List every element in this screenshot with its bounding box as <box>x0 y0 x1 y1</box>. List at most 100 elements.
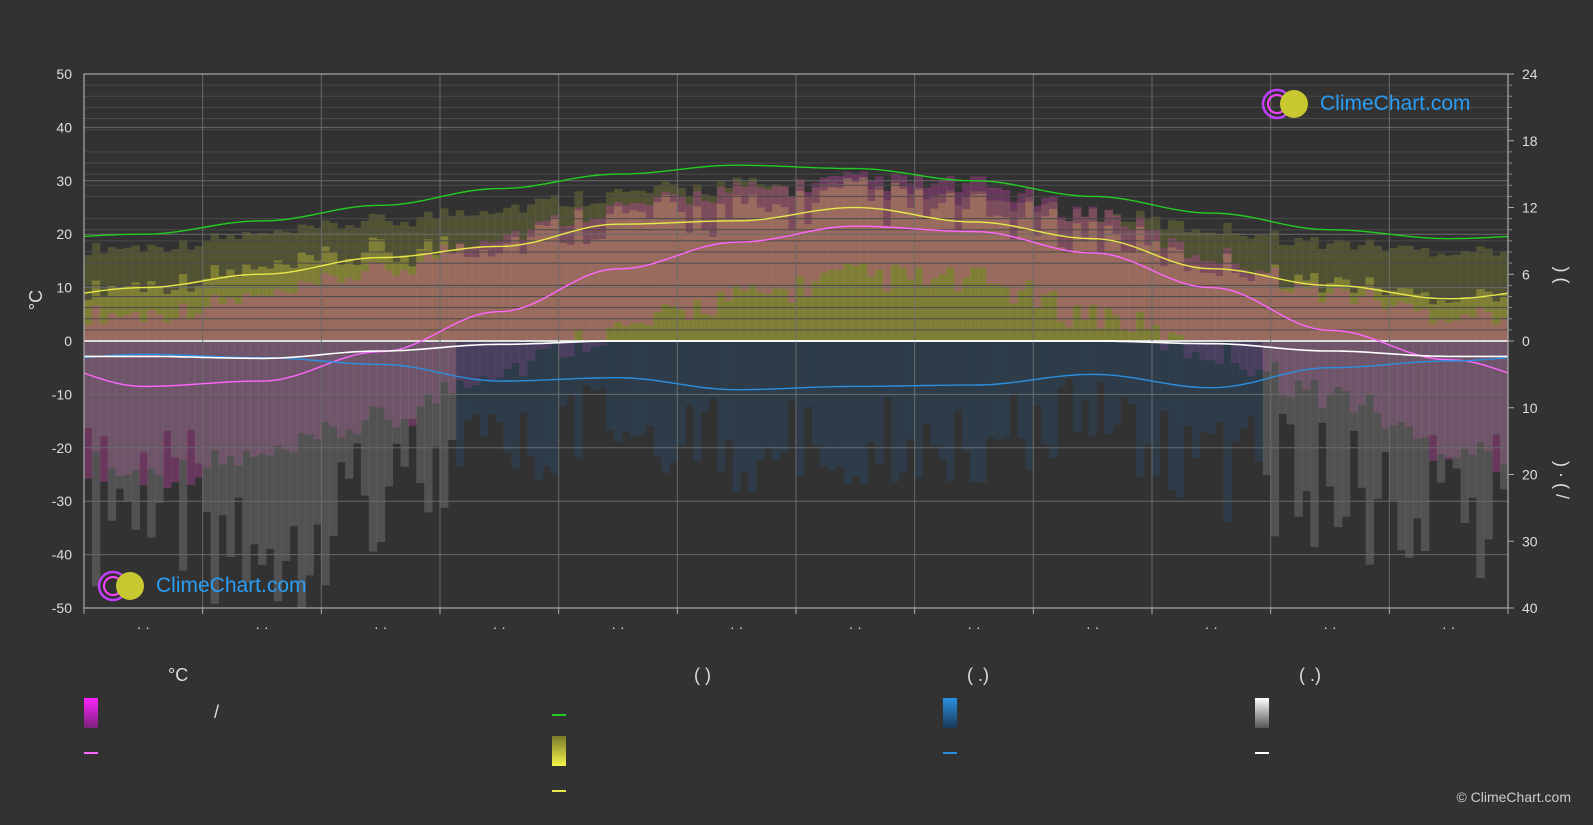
precip-band <box>1112 341 1121 425</box>
precip-band <box>503 341 512 453</box>
precip-band <box>1452 341 1462 469</box>
sunshine-band <box>1500 294 1508 341</box>
precip-band <box>716 341 726 472</box>
temp-band <box>400 270 409 420</box>
temp-band <box>1476 307 1485 443</box>
precip-band <box>1476 341 1485 579</box>
precip-band <box>756 341 765 461</box>
temp-band <box>479 240 488 377</box>
logo-icon <box>97 570 144 602</box>
temp-band <box>178 303 188 461</box>
left-tick-label: 40 <box>56 119 72 135</box>
temp-band <box>1009 201 1019 304</box>
precip-band <box>558 341 568 407</box>
temp-band <box>740 186 750 291</box>
precip-band <box>542 341 552 467</box>
sunshine-band <box>772 204 781 341</box>
temp-band <box>368 261 378 407</box>
precip-band <box>977 341 987 483</box>
precip-band <box>621 341 631 432</box>
sunshine-band <box>843 178 852 341</box>
rain-swatch <box>943 698 957 728</box>
sunshine-band <box>1120 250 1129 341</box>
precip-band <box>178 341 188 571</box>
chart-grid <box>83 73 1509 614</box>
temp-band <box>250 297 259 457</box>
precip-band <box>1080 341 1090 401</box>
left-tick-label: 0 <box>64 333 72 349</box>
sunshine-band <box>890 182 900 341</box>
sunshine-band <box>1025 201 1034 341</box>
series-line-snow <box>84 340 1508 360</box>
right-axis-bottom-label: ) · ( / <box>1552 461 1572 499</box>
precip-band <box>1041 341 1050 444</box>
sunshine-band <box>724 218 734 341</box>
temp-band <box>827 175 837 270</box>
sunshine-band <box>970 194 979 341</box>
temp-band <box>226 297 235 457</box>
precip-band <box>1159 341 1169 411</box>
temp-band <box>1128 229 1137 333</box>
precip-band <box>843 341 852 484</box>
precip-band <box>265 341 275 549</box>
precip-band <box>819 341 829 467</box>
sunshine-band <box>91 280 101 341</box>
precip-band <box>851 341 860 477</box>
sunshine-band <box>1333 277 1343 341</box>
precip-band <box>1199 341 1208 433</box>
precip-band <box>1254 341 1264 462</box>
temp-band <box>1278 290 1287 396</box>
temp-band <box>1057 216 1066 322</box>
precip-band <box>1057 341 1066 388</box>
precip-band <box>1104 341 1113 435</box>
temp-band <box>1294 282 1303 381</box>
temp-band <box>962 183 971 278</box>
right-bottom-tick-label: 30 <box>1522 533 1538 549</box>
sunshine-band <box>1381 295 1390 341</box>
sunshine-band <box>851 181 860 341</box>
sunshine-band <box>1468 297 1477 341</box>
sunshine-band <box>424 239 433 341</box>
precip-band <box>84 341 93 429</box>
sunshine-band <box>455 244 465 341</box>
precip-band <box>1231 341 1240 442</box>
temp-band <box>1199 260 1208 361</box>
precip-band <box>661 341 670 474</box>
x-tick-label: · · <box>1205 619 1218 635</box>
precip-band <box>677 341 686 446</box>
temp-band <box>708 202 718 316</box>
temp-band <box>202 306 212 468</box>
legend-temperature: °C / <box>84 662 484 774</box>
precip-band <box>1136 341 1145 478</box>
temp-band <box>1049 196 1058 292</box>
precip-band <box>1025 341 1034 471</box>
temp-band <box>527 229 536 361</box>
temp-band <box>1500 317 1508 465</box>
sunshine-band <box>1444 302 1454 341</box>
sunshine-band <box>115 288 125 341</box>
temp-band <box>772 185 781 289</box>
sunshine-band <box>645 218 655 341</box>
legend-daylight <box>552 698 852 736</box>
precip-band <box>1167 341 1177 490</box>
temp-band <box>258 294 267 454</box>
precip-band <box>1215 341 1224 422</box>
precip-band <box>653 341 663 457</box>
precip-band <box>1318 341 1327 423</box>
temp-band <box>1444 322 1454 460</box>
temp-band <box>1373 300 1382 414</box>
temp-band <box>511 231 520 364</box>
precip-band <box>91 341 101 587</box>
sunshine-band <box>250 269 259 341</box>
sunshine-band <box>440 236 449 341</box>
precip-band <box>424 341 433 513</box>
sunshine-band <box>558 242 568 341</box>
sunshine-band <box>1452 301 1462 341</box>
sunshine-band <box>1231 273 1240 341</box>
precip-band <box>432 341 441 447</box>
sunshine-band <box>1215 275 1224 341</box>
precip-band <box>1286 341 1295 425</box>
temp-band <box>424 252 433 394</box>
precip-band <box>329 341 338 536</box>
